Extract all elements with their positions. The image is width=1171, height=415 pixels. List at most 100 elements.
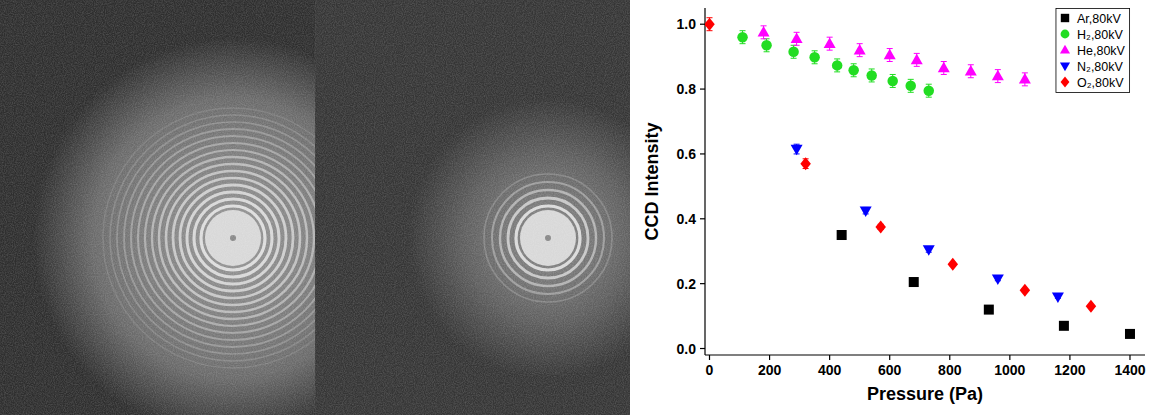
point [860,206,872,217]
y-tick-label: 0.2 [677,276,697,292]
series-4 [705,18,1096,313]
y-tick-label: 0.8 [677,81,697,97]
error-cap [1022,85,1028,86]
error-cap [851,63,857,64]
point [1020,284,1031,297]
x-tick-label: 800 [938,362,962,378]
x-tick [1009,355,1010,360]
legend-label: H₂,80kV [1077,28,1124,42]
y-axis-title: CCD Intensity [642,122,662,240]
point [992,70,1004,81]
point [800,157,811,170]
error-cap [908,92,914,93]
photo-grain [0,0,630,415]
error-cap [869,68,875,69]
x-axis-title: Pressure (Pa) [867,384,983,404]
point [1052,292,1064,303]
point [824,37,836,48]
series-2 [758,26,1031,86]
point [1059,321,1069,331]
y-tick [700,88,705,89]
point [905,81,916,92]
point [884,49,896,60]
point [923,245,935,256]
y-tick [700,153,705,154]
series-3 [791,144,1064,303]
error-cap [995,82,1001,83]
error-cap [740,43,746,44]
x-axis-line [705,354,1145,355]
point [1019,73,1031,84]
point [737,32,748,43]
x-tick-label: 1000 [994,362,1025,378]
error-cap [926,84,932,85]
x-tick [709,355,710,360]
point [984,305,994,315]
x-tick-label: 1400 [1114,362,1145,378]
point [1125,329,1135,339]
error-cap [794,45,800,46]
y-tick [700,348,705,349]
x-tick-label: 1200 [1054,362,1085,378]
legend-marker [1061,77,1070,88]
error-cap [761,38,767,39]
error-cap [834,58,840,59]
diffraction-photo [0,0,630,415]
point [791,145,803,156]
error-cap [869,81,875,82]
point [875,220,886,233]
series-1 [737,31,934,97]
chart-background [640,0,1171,415]
error-cap [857,56,863,57]
point [788,47,799,58]
figure: 02004006008001000120014000.00.20.40.60.8… [0,0,1171,415]
error-cap [941,74,947,75]
point [758,26,770,37]
error-cap [791,58,797,59]
x-tick [949,355,950,360]
error-cap [887,61,893,62]
legend-label: He,80kV [1077,44,1126,58]
x-tick-label: 200 [758,362,782,378]
error-cap [914,66,920,67]
legend-marker [1060,45,1070,54]
legend-marker [1061,14,1069,22]
point [911,54,923,64]
y-tick [700,24,705,25]
x-tick-label: 400 [818,362,842,378]
error-cap [812,63,818,64]
x-tick [1069,355,1070,360]
error-cap [764,51,770,52]
point [832,60,843,71]
point [887,76,898,87]
x-tick [1129,355,1130,360]
point [705,18,715,31]
legend-label: Ar,80kV [1077,12,1121,26]
x-tick-label: 600 [878,362,902,378]
point [809,52,820,63]
legend-marker [1061,30,1070,39]
point [992,275,1004,286]
point [965,65,977,76]
legend-marker [1060,62,1070,71]
error-cap [926,97,932,98]
x-tick [769,355,770,360]
series-0 [837,230,1135,339]
point [791,33,803,44]
error-cap [740,30,746,31]
error-cap [890,87,896,88]
legend-box [1056,9,1130,93]
y-tick [700,218,705,219]
point [938,62,950,73]
error-cap [794,144,800,145]
error-cap [834,71,840,72]
y-axis-line [704,8,705,355]
point [837,230,847,240]
point [909,277,919,287]
legend-label: O₂,80kV [1077,76,1124,90]
error-cap [908,79,914,80]
point [924,85,935,96]
x-tick [829,355,830,360]
y-tick-label: 1.0 [677,16,697,32]
error-cap [968,77,974,78]
